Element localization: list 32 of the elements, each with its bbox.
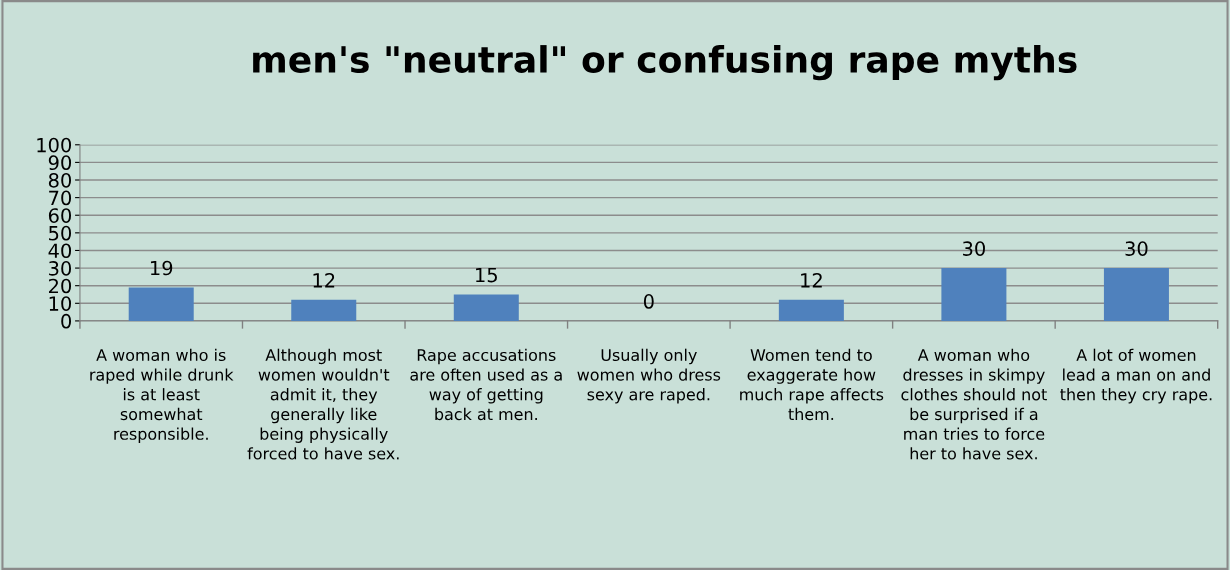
x-tick-label: Although most women wouldn't admit it, they generally like being physically forced to have sex. xyxy=(247,348,399,460)
y-tick-label: 40 xyxy=(48,243,72,259)
x-tick-label: Women tend to exaggerate how much rape affects them. xyxy=(740,348,884,421)
y-tick-label: 20 xyxy=(48,278,72,294)
x-tick-label: A woman who is raped while drunk is at least somewhat responsible. xyxy=(90,348,234,443)
bar xyxy=(128,287,194,321)
data-label: 19 xyxy=(150,260,173,276)
y-tick-label: 90 xyxy=(48,155,72,171)
y-tick-label: 10 xyxy=(49,296,72,311)
data-label: 30 xyxy=(1125,241,1148,256)
data-label: 12 xyxy=(801,272,822,288)
y-tick-label: 80 xyxy=(48,172,72,188)
y-tick-label: 70 xyxy=(49,190,72,206)
y-tick-label: 30 xyxy=(49,261,72,276)
y-tick-label: 0 xyxy=(61,313,72,329)
x-tick-label: A lot of women lead a man on and then they cry rape. xyxy=(1060,348,1212,404)
bar xyxy=(453,294,519,321)
x-tick-label: A woman who dresses in skimpy clothes should not be surprised if a man tries to force her to have sex. xyxy=(901,348,1047,460)
data-label: 0 xyxy=(643,294,654,309)
bar xyxy=(778,299,844,321)
x-tick-label: Rape accusations are often used as a way of getting back at men. xyxy=(410,348,562,421)
data-label: 15 xyxy=(476,267,497,283)
x-tick-label: Usually only women who dress sexy are raped. xyxy=(577,348,721,404)
y-tick-label: 50 xyxy=(49,225,72,241)
y-tick-label: 100 xyxy=(37,137,72,153)
bar xyxy=(1103,268,1169,321)
chart-title: men's "neutral" or confusing rape myths xyxy=(253,45,1077,81)
bar xyxy=(291,299,357,321)
data-label: 12 xyxy=(313,272,335,288)
y-tick-label: 60 xyxy=(48,208,72,223)
data-label: 30 xyxy=(963,241,985,256)
bar xyxy=(941,268,1007,321)
